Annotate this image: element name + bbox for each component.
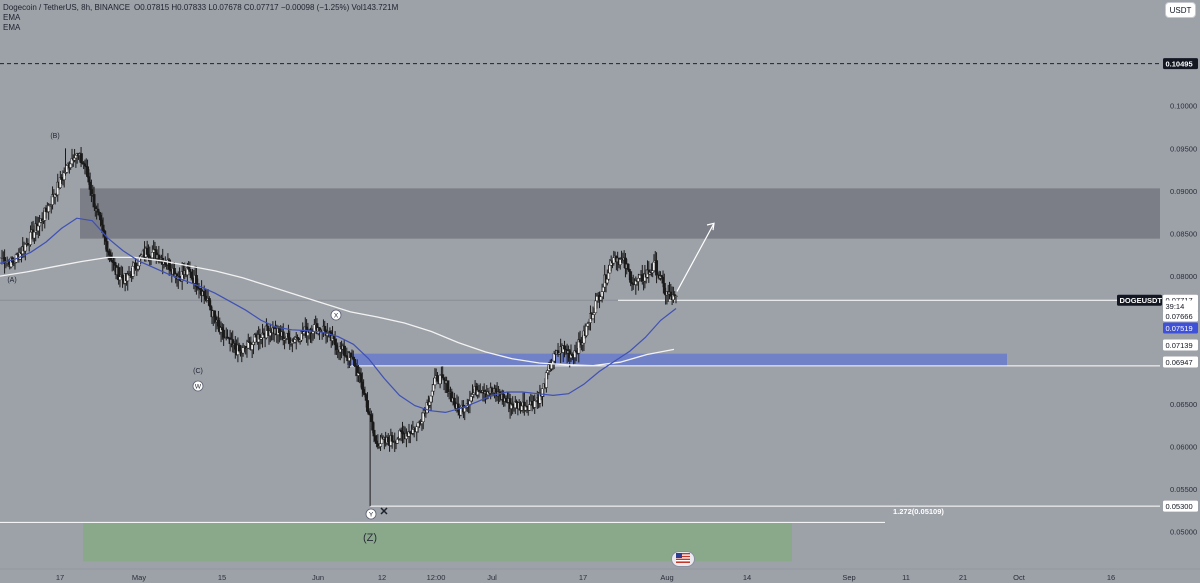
candle-body <box>607 272 611 280</box>
wave-label-z: (Z) <box>363 532 377 544</box>
y-tick-label: 0.06500 <box>1170 400 1197 409</box>
x-tick-label: Sep <box>842 573 855 582</box>
candle <box>674 295 678 304</box>
candle-body <box>674 295 678 298</box>
x-tick-label: 15 <box>218 573 226 582</box>
price-label-box <box>1163 300 1198 312</box>
wave-label-y: Y <box>369 512 374 519</box>
x-tick-label: 17 <box>579 573 587 582</box>
y-tick-label: 0.09000 <box>1170 187 1197 196</box>
price-label-text: DOGEUSDT <box>1120 296 1163 305</box>
wave-label-w: W <box>195 384 202 391</box>
price-label: 0.06947 <box>1163 356 1198 368</box>
price-label-box <box>1163 356 1198 368</box>
candle-body <box>441 374 445 378</box>
x-tick-label: 12 <box>378 573 386 582</box>
price-label-box <box>1163 310 1198 322</box>
wave-label-c: (C) <box>193 368 203 375</box>
fib-extension-label: 1.272(0.05109) <box>893 507 944 516</box>
support-zone <box>347 353 1007 367</box>
y-tick-label: 0.09500 <box>1170 144 1197 153</box>
y-tick-label: 0.08500 <box>1170 230 1197 239</box>
price-label-text: 0.05300 <box>1166 502 1193 511</box>
ema-fast-line <box>0 217 677 414</box>
y-tick-label: 0.05500 <box>1170 485 1197 494</box>
y-tick-label: 0.06000 <box>1170 442 1197 451</box>
x-tick-label: 21 <box>959 573 967 582</box>
price-label: 0.10495 <box>1163 58 1198 70</box>
price-label-box <box>1163 58 1198 70</box>
price-label-text: 0.07519 <box>1166 324 1193 333</box>
wave-label-x: X <box>334 313 339 320</box>
wave-label-a: (A) <box>7 277 16 284</box>
cross-marker-icon <box>380 507 388 515</box>
candle-body <box>627 269 631 272</box>
wave-label-b: (B) <box>50 133 59 140</box>
price-label-text: 0.07666 <box>1166 312 1193 321</box>
x-tick-label: Aug <box>660 573 673 582</box>
arrow-head-icon <box>706 222 715 231</box>
price-label: 0.07519 <box>1163 322 1198 334</box>
candle-body <box>379 443 382 447</box>
candle-body <box>188 269 192 273</box>
candle-body <box>118 276 122 281</box>
x-tick-label: 11 <box>902 573 910 582</box>
price-label-box <box>1117 294 1162 306</box>
price-label: DOGEUSDT <box>1117 294 1163 306</box>
x-tick-label: May <box>132 573 146 582</box>
price-label-text: 0.06947 <box>1166 358 1193 367</box>
price-label: 39:14 <box>1163 300 1198 312</box>
y-tick-label: 0.08000 <box>1170 272 1197 281</box>
x-tick-label: 14 <box>743 573 751 582</box>
price-label: 0.07139 <box>1163 339 1198 351</box>
candle-body <box>222 329 226 338</box>
x-tick-label: 12:00 <box>427 573 446 582</box>
price-label-box <box>1163 500 1198 512</box>
symbol-legend: Dogecoin / TetherUS, 8h, BINANCE O0.07815… <box>3 3 398 13</box>
ema-legend-fast[interactable]: EMA <box>3 13 21 22</box>
price-label-text: 0.07139 <box>1166 341 1193 350</box>
projection-arrow <box>676 223 715 292</box>
x-tick-label: Jul <box>487 573 497 582</box>
candle-body <box>390 435 394 442</box>
y-tick-label: 0.10000 <box>1170 102 1197 111</box>
x-tick-label: Oct <box>1013 573 1026 582</box>
currency-button[interactable]: USDT <box>1165 2 1196 18</box>
wave-circle-x <box>330 309 342 321</box>
flag-button[interactable] <box>671 551 695 567</box>
ema-slow-line <box>0 256 675 367</box>
ohlc-values: O0.07815 H0.07833 L0.07678 C0.07717 −0.0… <box>134 3 399 12</box>
ema-legend-slow[interactable]: EMA <box>3 23 21 32</box>
y-tick-label: 0.05000 <box>1170 528 1197 537</box>
price-label-box <box>1163 322 1198 334</box>
candle-body <box>626 263 630 270</box>
price-label-text: 0.10495 <box>1166 60 1193 69</box>
x-tick-label: 17 <box>56 573 64 582</box>
price-label: 0.05300 <box>1163 500 1198 512</box>
price-label: 0.07666 <box>1163 310 1198 322</box>
symbol-title: Dogecoin / TetherUS, 8h, BINANCE <box>3 3 131 12</box>
us-flag-icon <box>676 550 690 568</box>
wave-circle-w <box>192 380 204 392</box>
wave-circle-y <box>365 508 377 520</box>
x-tick-label: Jun <box>312 573 324 582</box>
resistance-zone <box>80 188 1160 239</box>
x-tick-label: 16 <box>1107 573 1115 582</box>
price-label-box <box>1163 339 1198 351</box>
price-label-text: 39:14 <box>1166 302 1185 311</box>
